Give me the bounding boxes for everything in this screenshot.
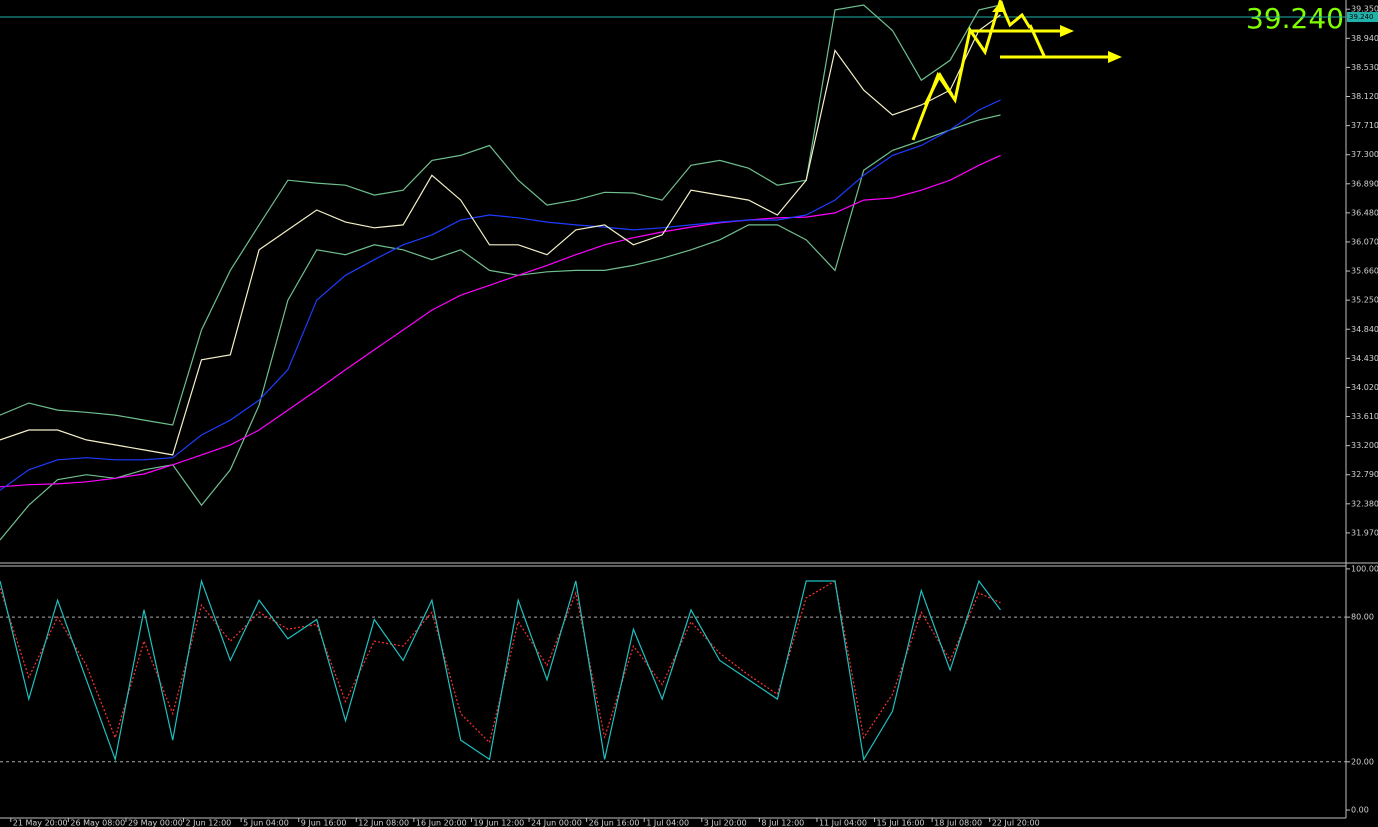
- y-tick-label: 35.250: [1351, 296, 1378, 305]
- x-tick-label: 9 Jun 16:00: [301, 819, 347, 827]
- y-tick-label: 31.970: [1351, 528, 1378, 537]
- x-tick-label: 26 Jun 16:00: [589, 819, 640, 827]
- series-line: [0, 578, 1001, 762]
- x-tick-label: 11 Jul 04:00: [819, 819, 867, 827]
- x-tick-label: 15 Jul 16:00: [877, 819, 925, 827]
- y-tick-label: 20.00: [1351, 757, 1374, 766]
- y-tick-label: 33.200: [1351, 441, 1378, 450]
- x-tick-label: 1 Jul 04:00: [646, 819, 689, 827]
- arrow-head: [1108, 51, 1122, 63]
- x-tick-label: 8 Jul 12:00: [761, 819, 804, 827]
- series-line: [0, 14, 1001, 456]
- y-tick-label: 34.020: [1351, 383, 1378, 392]
- y-tick-label: 35.660: [1351, 267, 1378, 276]
- arrow-head: [1060, 25, 1074, 37]
- x-tick-label: 22 Jul 20:00: [992, 819, 1040, 827]
- y-tick-label: 37.710: [1351, 121, 1378, 130]
- x-tick-label: 5 Jun 04:00: [243, 819, 289, 827]
- series-line: [0, 4, 1001, 426]
- series-line: [0, 99, 1001, 491]
- series-line: [0, 154, 1001, 488]
- y-tick-label: 32.790: [1351, 470, 1378, 479]
- y-tick-label: 37.300: [1351, 150, 1378, 159]
- x-tick-label: 26 May 08:00: [70, 819, 125, 827]
- y-tick-label: 38.940: [1351, 34, 1378, 43]
- x-tick-label: 24 Jun 00:00: [531, 819, 582, 827]
- y-tick-label: 80.00: [1351, 613, 1374, 622]
- x-tick-label: 3 Jul 20:00: [704, 819, 747, 827]
- x-tick-label: 16 Jun 20:00: [416, 819, 467, 827]
- y-tick-label: 36.890: [1351, 179, 1378, 188]
- y-tick-label: 32.380: [1351, 499, 1378, 508]
- y-tick-label: 39.350: [1351, 5, 1378, 14]
- drawn-arrows: [911, 0, 1122, 141]
- x-tick-label: 18 Jul 08:00: [934, 819, 982, 827]
- y-tick-label: 33.610: [1351, 412, 1378, 421]
- x-tick-label: 2 Jun 12:00: [186, 819, 232, 827]
- y-tick-label: 36.070: [1351, 237, 1378, 246]
- current-price-tag-label: 39.240: [1349, 13, 1374, 21]
- y-tick-label: 0.00: [1351, 806, 1369, 815]
- y-tick-label: 38.530: [1351, 63, 1378, 72]
- y-tick-label: 38.120: [1351, 92, 1378, 101]
- arrow-head: [992, 0, 1006, 12]
- y-tick-label: 34.430: [1351, 354, 1378, 363]
- x-tick-label: 19 Jun 12:00: [473, 819, 524, 827]
- current-price-tag: [1347, 12, 1378, 23]
- y-tick-label: 100.00: [1351, 564, 1378, 573]
- x-tick-label: 21 May 20:00: [13, 819, 68, 827]
- zigzag-arrow: [923, 71, 954, 106]
- y-tick-label: 34.840: [1351, 325, 1378, 334]
- series-line: [0, 114, 1001, 541]
- current-price-big: 39.240: [1246, 2, 1344, 35]
- x-tick-label: 12 Jun 08:00: [358, 819, 409, 827]
- x-tick-label: 29 May 00:00: [128, 819, 183, 827]
- y-tick-label: 36.480: [1351, 208, 1378, 217]
